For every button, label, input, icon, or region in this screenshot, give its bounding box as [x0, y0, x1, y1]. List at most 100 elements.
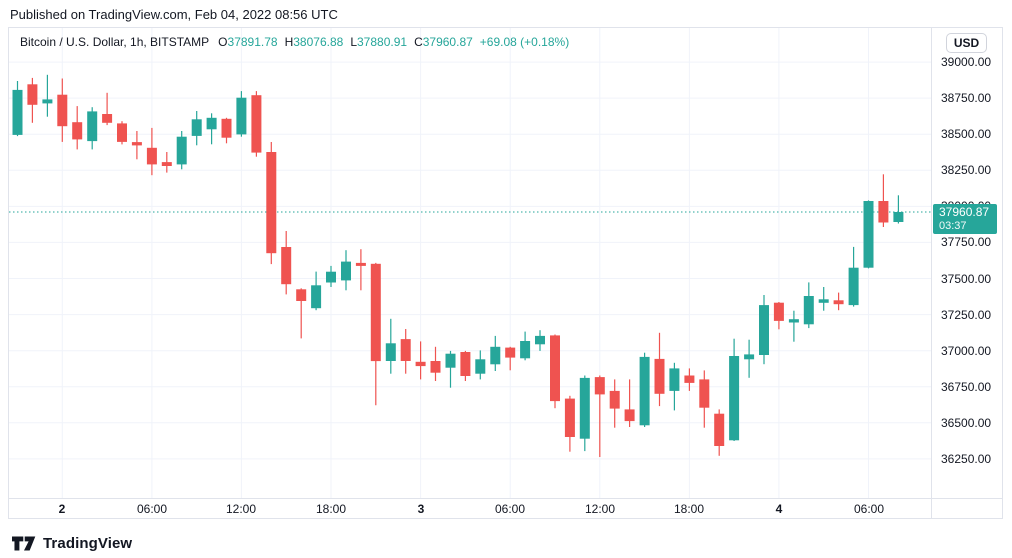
candle: [564, 395, 575, 452]
publish-bar: Published on TradingView.com, Feb 04, 20…: [10, 6, 338, 24]
candle: [87, 107, 98, 150]
candlestick-chart[interactable]: [9, 28, 931, 498]
candle: [445, 350, 456, 388]
price-axis-label: 39000.00: [941, 55, 992, 69]
candle: [146, 127, 157, 176]
candle: [281, 231, 292, 295]
candle: [385, 318, 396, 374]
time-axis-label: 06:00: [136, 502, 168, 516]
candle: [311, 271, 322, 311]
candle: [251, 91, 262, 157]
last-price-value: 37960.87: [939, 205, 990, 219]
candle: [893, 195, 904, 224]
candle: [221, 117, 232, 144]
candle: [191, 111, 202, 146]
candle: [818, 287, 829, 311]
price-axis-label: 38750.00: [941, 91, 992, 105]
price-axis-label: 36750.00: [941, 380, 992, 394]
candle: [639, 352, 650, 427]
candle: [863, 200, 874, 269]
candle: [296, 288, 307, 339]
time-axis-label: 4: [775, 502, 783, 516]
candle: [609, 379, 620, 428]
candle: [624, 379, 635, 427]
time-axis-label: 12:00: [225, 502, 257, 516]
candle: [684, 368, 695, 391]
candle: [848, 246, 859, 307]
candle: [773, 302, 784, 330]
candle: [594, 375, 605, 457]
bar-countdown: 03:37: [939, 220, 967, 232]
candle: [326, 265, 336, 287]
ohlc-open: O37891.78: [218, 35, 278, 49]
time-axis[interactable]: 2 06:00 12:00 18:00 3 06:00 12:00 18:00 4 06:00: [9, 498, 931, 518]
price-axis-label: 37000.00: [941, 344, 992, 358]
ohlc-close: C37960.87: [414, 35, 473, 49]
price-axis-label: 37250.00: [941, 308, 992, 322]
candle: [266, 142, 277, 265]
price-axis-label: 37750.00: [941, 235, 992, 249]
legend: Bitcoin / U.S. Dollar, 1h, BITSTAMP O378…: [20, 34, 569, 50]
time-axis-label: 18:00: [673, 502, 705, 516]
candle: [161, 152, 172, 173]
candle: [475, 350, 486, 380]
candle: [102, 92, 113, 126]
candle: [759, 295, 769, 365]
candle: [878, 174, 889, 227]
candle: [206, 113, 217, 145]
candle: [430, 346, 441, 381]
candle: [72, 106, 83, 150]
candle: [803, 282, 814, 329]
chart-widget: Bitcoin / U.S. Dollar, 1h, BITSTAMP O378…: [8, 27, 1003, 519]
chart-plot-area[interactable]: Bitcoin / U.S. Dollar, 1h, BITSTAMP O378…: [9, 28, 931, 498]
candle: [520, 331, 531, 361]
axis-corner: [931, 498, 1002, 518]
candle: [42, 74, 53, 117]
candle: [236, 91, 247, 137]
candle: [788, 310, 799, 342]
candle: [669, 362, 680, 411]
candle: [490, 335, 501, 371]
price-axis-label: 38500.00: [941, 127, 992, 141]
candle: [699, 370, 710, 428]
symbol-title: Bitcoin / U.S. Dollar, 1h, BITSTAMP: [20, 35, 210, 49]
candle: [460, 350, 471, 381]
time-axis-label: 2: [58, 502, 66, 516]
candle: [176, 131, 187, 170]
candle: [57, 78, 68, 142]
footer: TradingView: [12, 531, 132, 555]
candle: [370, 262, 381, 406]
candle: [579, 375, 590, 452]
time-axis-label: 06:00: [494, 502, 526, 516]
candle: [714, 409, 725, 456]
price-axis-label: 36250.00: [941, 452, 992, 466]
last-price-label: 37960.87 03:37: [933, 204, 997, 234]
tradingview-brand-text[interactable]: TradingView: [43, 534, 133, 552]
change-value: +69.08 (+0.18%): [479, 35, 570, 49]
candle: [117, 121, 127, 145]
time-axis-label: 06:00: [853, 502, 885, 516]
publish-text: Published on TradingView.com, Feb 04, 20…: [10, 7, 338, 22]
candle: [550, 334, 560, 409]
time-axis-label: 3: [417, 502, 425, 516]
ohlc-high: H38076.88: [284, 35, 344, 49]
candle: [355, 249, 366, 291]
candle: [131, 131, 142, 160]
candle: [833, 292, 844, 311]
currency-usd-button[interactable]: USD: [946, 33, 987, 53]
candle: [341, 250, 351, 291]
candle: [400, 329, 411, 374]
candle: [535, 330, 545, 351]
candle: [415, 341, 426, 380]
candle: [12, 81, 23, 137]
price-axis-label: 37500.00: [941, 272, 992, 286]
ohlc-low: L37880.91: [350, 35, 408, 49]
candle: [654, 332, 665, 407]
time-axis-label: 18:00: [315, 502, 347, 516]
candle: [729, 338, 740, 441]
candle: [27, 77, 38, 123]
price-axis[interactable]: USD 39000.0038750.0038500.0038250.003800…: [931, 28, 1002, 498]
price-axis-label: 36500.00: [941, 416, 992, 430]
tradingview-logo-icon[interactable]: [12, 535, 36, 552]
